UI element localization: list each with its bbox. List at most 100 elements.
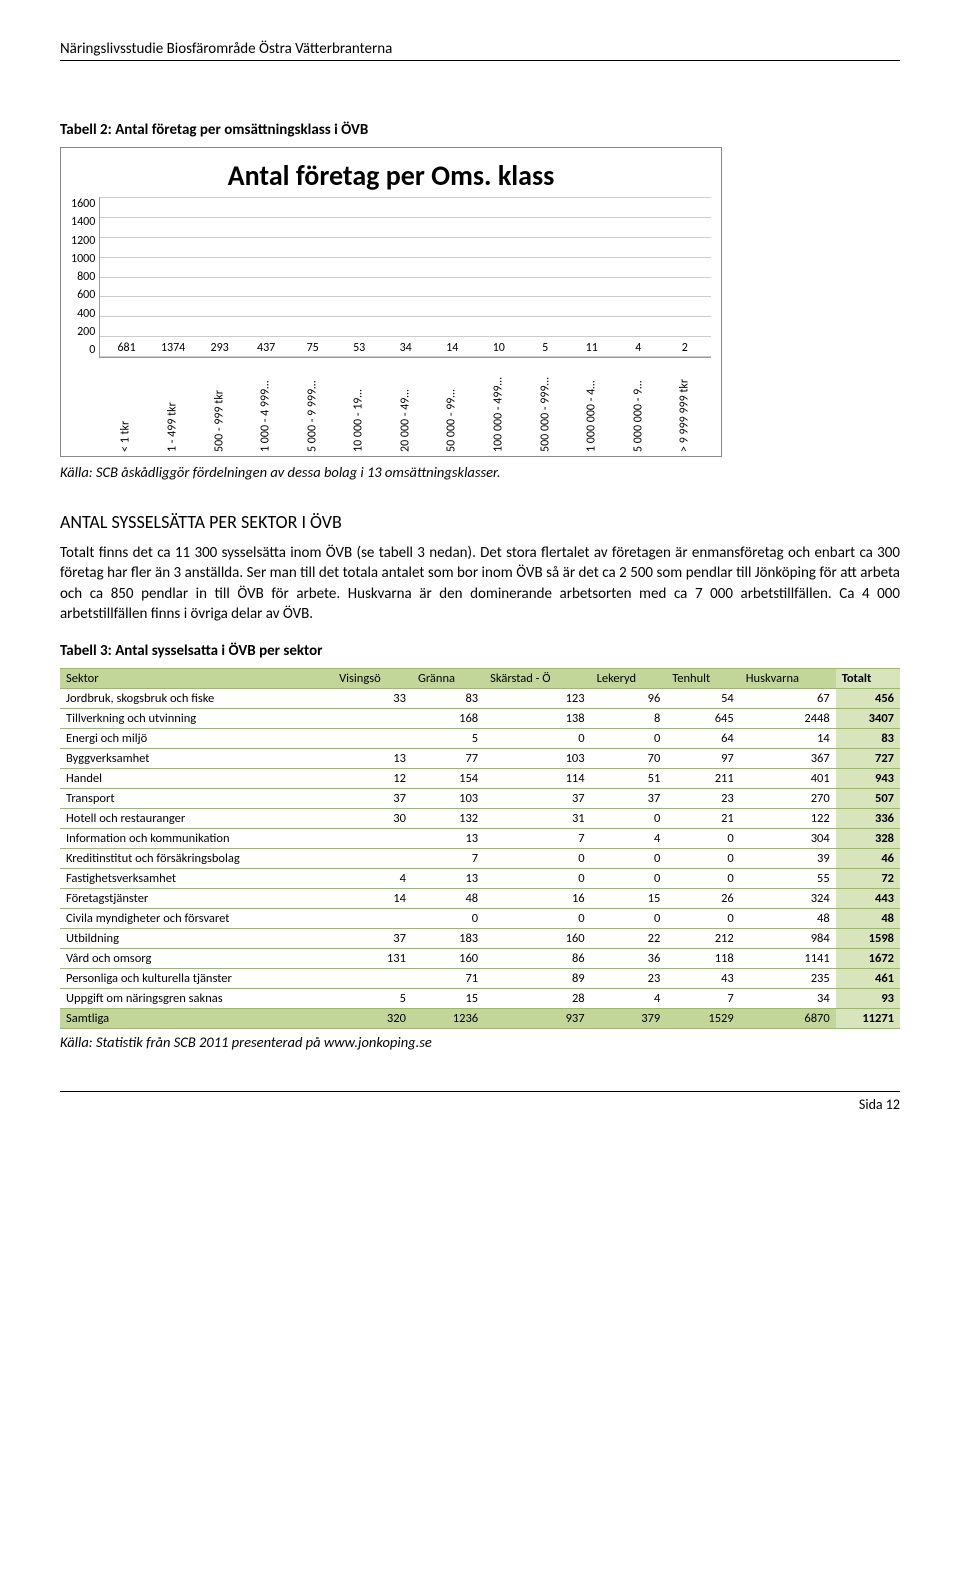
bar-value-label: 34: [400, 341, 412, 355]
table-cell: 14: [333, 889, 412, 909]
table-cell: 72: [836, 869, 900, 889]
table-cell: 138: [484, 709, 590, 729]
table-caption: Källa: Statistik från SCB 2011 presenter…: [60, 1033, 900, 1051]
table-cell: 160: [484, 929, 590, 949]
table-cell: 14: [740, 729, 836, 749]
table-row: Jordbruk, skogsbruk och fiske33831239654…: [60, 689, 900, 709]
table-cell: 0: [591, 809, 667, 829]
x-tick-label: 1 - 499 tkr: [150, 362, 195, 452]
table-cell: 235: [740, 969, 836, 989]
table-cell: 97: [666, 749, 739, 769]
table-cell: 123: [484, 689, 590, 709]
table-cell: 48: [412, 889, 484, 909]
table-cell: Fastighetsverksamhet: [60, 869, 333, 889]
y-tick: 1400: [71, 215, 95, 229]
table-cell: 96: [591, 689, 667, 709]
y-tick: 0: [89, 343, 95, 357]
table-cell: 83: [412, 689, 484, 709]
table-cell: Uppgift om näringsgren saknas: [60, 989, 333, 1009]
bar-value-label: 14: [446, 341, 458, 355]
table-cell: 86: [484, 949, 590, 969]
bar-column: 4: [616, 341, 661, 357]
chart-title: Antal företag per Oms. klass: [71, 158, 711, 193]
table-cell: Tillverkning och utvinning: [60, 709, 333, 729]
table-cell: 89: [484, 969, 590, 989]
table-row: Energi och miljö500641483: [60, 729, 900, 749]
table-cell: 443: [836, 889, 900, 909]
y-tick: 1600: [71, 197, 95, 211]
bar-value-label: 5: [542, 341, 548, 355]
chart-container: Antal företag per Oms. klass 16001400120…: [60, 147, 722, 457]
table-cell: 4: [591, 989, 667, 1009]
bar-value-label: 2: [682, 341, 688, 355]
table-cell: 122: [740, 809, 836, 829]
x-tick-label: 10 000 - 19…: [336, 362, 381, 452]
table-row: Handel1215411451211401943: [60, 769, 900, 789]
table-cell: 401: [740, 769, 836, 789]
table-cell: 13: [412, 829, 484, 849]
bar-value-label: 75: [307, 341, 319, 355]
section-heading: ANTAL SYSSELSÄTTA PER SEKTOR I ÖVB: [60, 511, 900, 533]
sector-table: SektorVisingsöGrännaSkärstad - ÖLekerydT…: [60, 668, 900, 1029]
tabell3-title: Tabell 3: Antal sysselsatta i ÖVB per se…: [60, 642, 900, 660]
table-cell: 26: [666, 889, 739, 909]
table-cell: [333, 829, 412, 849]
table-cell: 13: [412, 869, 484, 889]
document-header: Näringslivsstudie Biosfärområde Östra Vä…: [60, 40, 900, 61]
table-header-cell: Tenhult: [666, 669, 739, 689]
table-cell: 71: [412, 969, 484, 989]
table-cell: 304: [740, 829, 836, 849]
chart-caption: Källa: SCB åskådliggör fördelningen av d…: [60, 463, 900, 481]
page-footer: Sida 12: [60, 1091, 900, 1113]
table-cell: Vård och omsorg: [60, 949, 333, 969]
table-cell: 37: [591, 789, 667, 809]
bar-column: 10: [476, 341, 521, 357]
bar-column: 681: [104, 341, 149, 357]
y-tick: 400: [77, 307, 95, 321]
table-cell: 461: [836, 969, 900, 989]
table-cell: 118: [666, 949, 739, 969]
table-cell: 30: [333, 809, 412, 829]
table-cell: Transport: [60, 789, 333, 809]
table-row: Kreditinstitut och försäkringsbolag70003…: [60, 849, 900, 869]
table-total-cell: 937: [484, 1009, 590, 1029]
table-total-cell: 1236: [412, 1009, 484, 1029]
table-row: Fastighetsverksamhet4130005572: [60, 869, 900, 889]
table-row: Vård och omsorg131160863611811411672: [60, 949, 900, 969]
table-cell: 67: [740, 689, 836, 709]
x-tick-label: > 9 999 999 tkr: [662, 362, 707, 452]
bar-value-label: 293: [210, 341, 228, 355]
table-cell: 23: [591, 969, 667, 989]
table-cell: [333, 729, 412, 749]
table-cell: 77: [412, 749, 484, 769]
table-cell: 132: [412, 809, 484, 829]
bar-column: 11: [569, 341, 614, 357]
bar-column: 75: [290, 341, 335, 357]
table-cell: 37: [484, 789, 590, 809]
x-tick-label: 100 000 - 499…: [476, 362, 521, 452]
table-cell: 114: [484, 769, 590, 789]
table-cell: 154: [412, 769, 484, 789]
table-cell: 64: [666, 729, 739, 749]
table-cell: 23: [666, 789, 739, 809]
table-cell: Byggverksamhet: [60, 749, 333, 769]
table-cell: 51: [591, 769, 667, 789]
table-cell: 48: [836, 909, 900, 929]
table-cell: 2448: [740, 709, 836, 729]
x-tick-label: 5 000 - 9 999…: [290, 362, 335, 452]
table-cell: 103: [484, 749, 590, 769]
table-cell: 31: [484, 809, 590, 829]
table-cell: 37: [333, 789, 412, 809]
table-cell: 0: [484, 729, 590, 749]
table-cell: 0: [666, 829, 739, 849]
table-cell: 15: [412, 989, 484, 1009]
table-header-cell: Huskvarna: [740, 669, 836, 689]
table-cell: 5: [333, 989, 412, 1009]
bar-column: 2: [663, 341, 708, 357]
table-cell: 0: [666, 849, 739, 869]
table-row: Utbildning37183160222129841598: [60, 929, 900, 949]
table-cell: 7: [666, 989, 739, 1009]
bar-column: 34: [383, 341, 428, 357]
table-row: Civila myndigheter och försvaret00004848: [60, 909, 900, 929]
table-cell: 0: [591, 909, 667, 929]
